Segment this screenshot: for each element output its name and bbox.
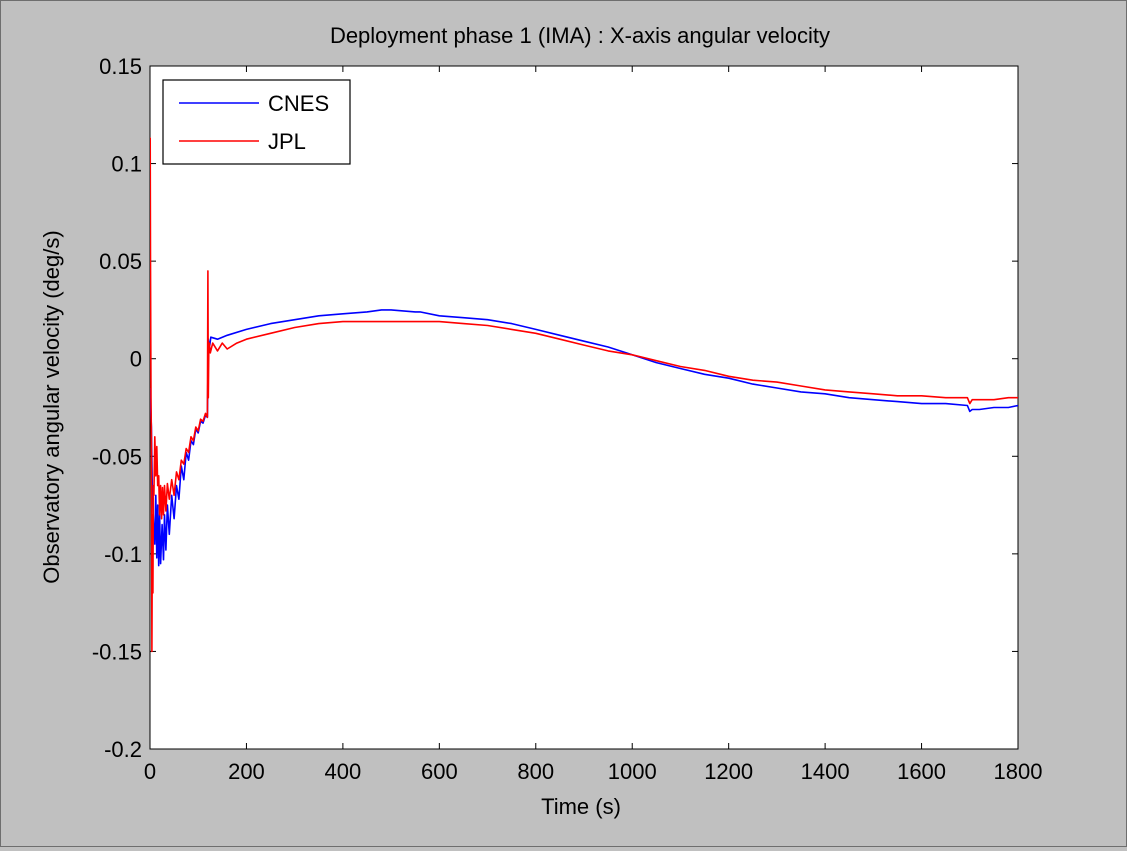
x-tick-label: 1200 bbox=[704, 759, 753, 784]
y-tick-label: -0.2 bbox=[104, 737, 142, 762]
y-tick-label: 0.1 bbox=[111, 152, 142, 177]
x-tick-label: 800 bbox=[517, 759, 554, 784]
legend-label-cnes: CNES bbox=[268, 91, 329, 116]
x-tick-label: 600 bbox=[421, 759, 458, 784]
plot-area bbox=[149, 65, 1019, 750]
y-tick-label: -0.1 bbox=[104, 542, 142, 567]
y-tick-label: -0.05 bbox=[92, 444, 142, 469]
x-tick-label: 1800 bbox=[994, 759, 1043, 784]
legend-label-jpl: JPL bbox=[268, 129, 306, 154]
x-tick-label: 400 bbox=[325, 759, 362, 784]
x-tick-label: 200 bbox=[228, 759, 265, 784]
legend-box bbox=[162, 79, 351, 165]
y-tick-label: 0.05 bbox=[99, 249, 142, 274]
series-layer bbox=[150, 137, 1018, 653]
y-tick-label: -0.15 bbox=[92, 639, 142, 664]
axis-tick-labels: 0 200 400 600 800 1000 1200 1400 1600 1800 -0.2 -0.… bbox=[92, 54, 1043, 784]
series-line-jpl bbox=[150, 137, 1018, 653]
series-line-cnes bbox=[150, 309, 1018, 567]
x-tick-label: 1000 bbox=[608, 759, 657, 784]
y-tick-label: 0 bbox=[130, 347, 142, 372]
x-axis-label: Time (s) bbox=[541, 794, 621, 819]
x-tick-label: 1400 bbox=[801, 759, 850, 784]
chart-title: Deployment phase 1 (IMA) : X-axis angula… bbox=[330, 23, 830, 48]
legend: CNES JPL bbox=[162, 79, 351, 165]
y-axis-label: Observatory angular velocity (deg/s) bbox=[39, 230, 64, 583]
x-tick-label: 1600 bbox=[897, 759, 946, 784]
x-tick-label: 0 bbox=[144, 759, 156, 784]
y-tick-label: 0.15 bbox=[99, 54, 142, 79]
